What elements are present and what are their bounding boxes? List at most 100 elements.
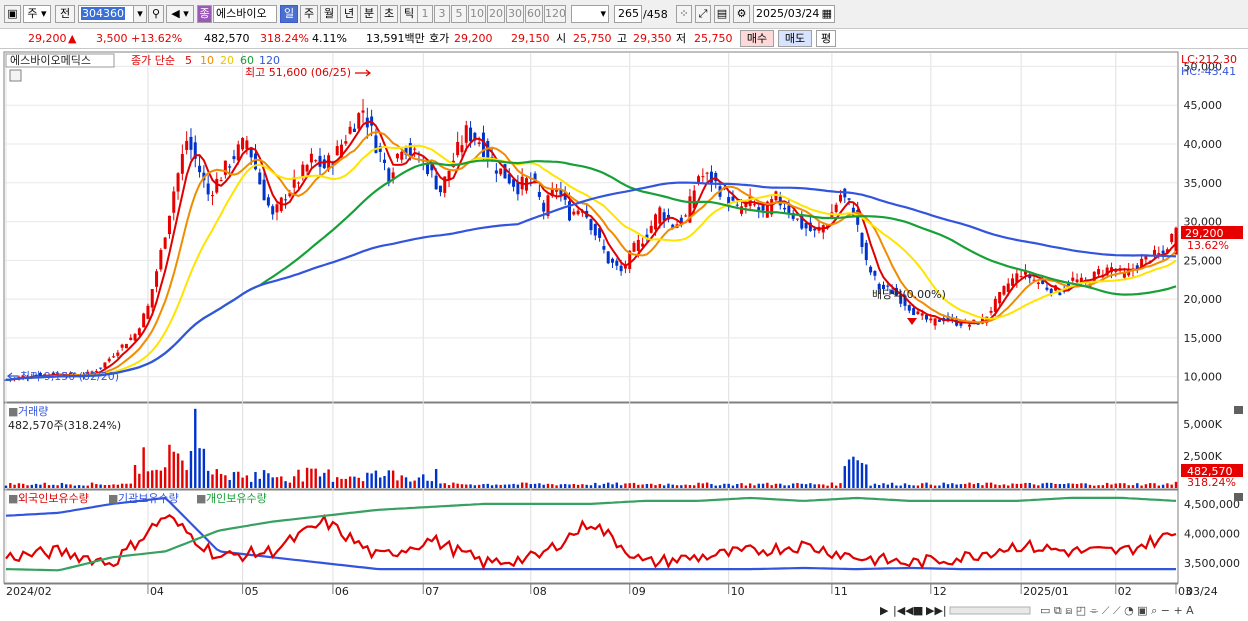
gear-icon[interactable]: ⚙ [733, 5, 750, 23]
volume-bar [318, 476, 322, 488]
volume-bar [727, 483, 730, 488]
search-icon[interactable]: ⚲ [148, 5, 164, 23]
candle-body [103, 362, 107, 368]
sell-button[interactable]: 매도 [778, 30, 812, 47]
candle-body [563, 192, 567, 200]
period-tab-2[interactable]: 월 [320, 5, 338, 23]
avg-button[interactable]: 평 [816, 30, 836, 47]
candle-body [602, 246, 606, 250]
period-tab-1[interactable]: 주 [300, 5, 318, 23]
interval-button-1[interactable]: 3 [434, 5, 450, 23]
period-tab-5[interactable]: 초 [380, 5, 398, 23]
candle-body [413, 148, 417, 150]
candle-body [886, 285, 890, 287]
stock-code-input[interactable]: 304360 [78, 5, 134, 23]
price-tick-label: 50,000 [1184, 60, 1223, 73]
grid-icon[interactable]: ⁘ [676, 5, 692, 23]
candle-body [1006, 283, 1010, 293]
candle-body [559, 189, 563, 195]
candle-body [899, 294, 903, 304]
candle-body [172, 191, 176, 213]
volume-bar [112, 484, 115, 488]
period-tab-4[interactable]: 분 [360, 5, 378, 23]
stock-name-field[interactable]: 에스바이오 [213, 5, 277, 23]
candle-body [236, 144, 240, 161]
volume-bar [667, 483, 670, 488]
layout-icons[interactable]: ▭ ⧉ ⧈ ◰ ⌯ ⟋ ⟋ ◔ ▣ ⌕ − + A [1040, 604, 1194, 617]
candle-body [615, 260, 619, 266]
chart-settings-icon[interactable] [9, 69, 22, 82]
buy-button[interactable]: 매수 [740, 30, 774, 47]
sound-icon[interactable]: ◀ ▾ [166, 5, 194, 23]
interval-button-6[interactable]: 60 [525, 5, 543, 23]
candle-body [1170, 233, 1174, 243]
volume-bar [151, 470, 154, 488]
calendar-icon[interactable]: ▦ [821, 7, 832, 20]
date-input[interactable]: 2025/03/24 ▦ [753, 5, 835, 23]
stock-tag-badge: 종 [197, 5, 212, 23]
hc-label: HC:-43.41 [1181, 65, 1236, 78]
candle-body [576, 210, 580, 215]
volume-bar [903, 483, 907, 488]
candle-body [1045, 287, 1049, 290]
volume-bar [194, 408, 197, 488]
first-page-icon[interactable]: |◀◀ [893, 604, 914, 617]
candle-body [456, 141, 460, 156]
save-icon[interactable]: ▤ [714, 5, 730, 23]
volume-bar [847, 459, 851, 488]
interval-button-7[interactable]: 120 [544, 5, 566, 23]
period-tab-3[interactable]: 년 [340, 5, 358, 23]
candle-body [1075, 279, 1079, 283]
volume-bar [783, 485, 786, 488]
volume-bar [443, 483, 446, 488]
volume-bar [297, 469, 300, 488]
candle-body [542, 202, 546, 212]
extra-select[interactable]: ▾ [571, 5, 609, 23]
volume-bar [516, 484, 520, 488]
volume-bar [168, 444, 171, 488]
volume-bar [946, 484, 950, 488]
candle-body [546, 195, 550, 217]
volume-bar [1114, 483, 1117, 488]
volume-bar [1084, 483, 1087, 488]
foreign-legend: 외국인보유수량 [18, 492, 89, 505]
prev-button[interactable]: 전 [55, 5, 75, 23]
type-select[interactable]: 주 ▾ [23, 5, 51, 23]
volume-bar [877, 484, 881, 488]
scrollbar[interactable] [949, 606, 1031, 615]
scroll-right-icon[interactable]: ▶ [880, 604, 889, 617]
period-tab-6[interactable]: 틱 [400, 5, 418, 23]
last-page-icon[interactable]: ▶▶| [926, 604, 947, 617]
code-dropdown-icon[interactable]: ▾ [133, 5, 147, 23]
chart-type-icon[interactable]: ▣ [4, 5, 21, 23]
candle-body [774, 191, 778, 201]
candle-body [907, 305, 911, 311]
holdings-tick-label: 4,500,000 [1184, 498, 1240, 511]
interval-button-5[interactable]: 30 [506, 5, 524, 23]
candle-body [327, 155, 331, 170]
volume-bar [422, 474, 425, 488]
volume-bar [938, 485, 941, 488]
volume-panel-close-icon[interactable] [1234, 406, 1243, 414]
period-tab-0[interactable]: 일 [280, 5, 298, 23]
candle-body [800, 214, 804, 229]
volume-bar [482, 484, 485, 488]
candle-body [968, 324, 972, 327]
zoom-icon[interactable]: ⤢ [695, 5, 711, 23]
volume-bar [288, 482, 292, 488]
holdings-panel-close-icon[interactable] [1234, 493, 1243, 501]
last-price-tag [1181, 226, 1243, 239]
candle-body [890, 290, 894, 295]
interval-button-4[interactable]: 20 [487, 5, 505, 23]
volume-bar [396, 480, 399, 488]
candle-body [1161, 250, 1165, 254]
candle-body [503, 164, 507, 179]
interval-button-0[interactable]: 1 [417, 5, 433, 23]
count-input[interactable]: 265 [614, 5, 642, 23]
volume-bar [133, 464, 137, 488]
stock-chart[interactable]: 50,000 45,000 40,000 35,000 30,000 25,000 20,0… [0, 49, 1248, 621]
stop-icon[interactable]: ■ [913, 604, 923, 617]
volume-bar [671, 484, 674, 488]
interval-button-3[interactable]: 10 [468, 5, 486, 23]
interval-button-2[interactable]: 5 [451, 5, 467, 23]
